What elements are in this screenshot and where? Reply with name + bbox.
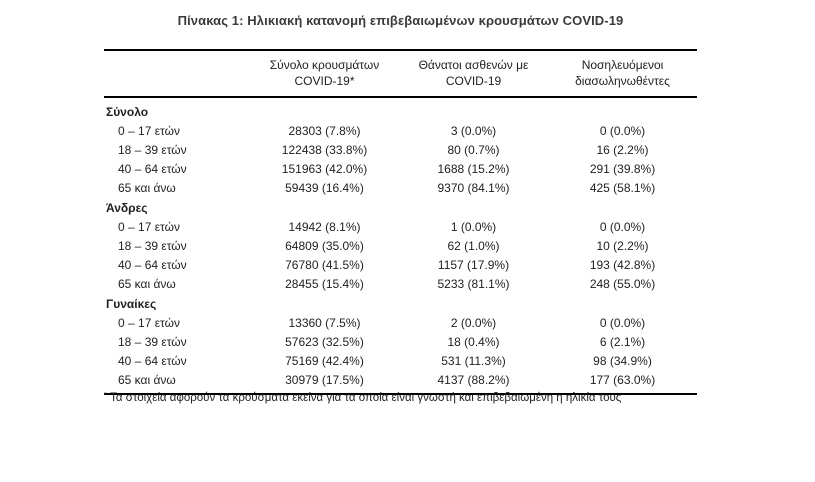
cell-intubated: 6 (2.1%) — [599, 334, 646, 349]
row-label: 18 – 39 ετών — [118, 238, 187, 253]
row-label: 40 – 64 ετών — [118, 257, 187, 272]
cell-total-cases: 14942 (8.1%) — [288, 219, 361, 234]
cell-intubated: 193 (42.8%) — [589, 257, 656, 272]
cell-total-cases: 57623 (32.5%) — [285, 334, 364, 349]
cell-intubated: 425 (58.1%) — [589, 180, 656, 195]
section-label: Σύνολο — [106, 105, 149, 119]
cell-total-cases: 122438 (33.8%) — [281, 142, 368, 157]
cell-total-cases: 28303 (7.8%) — [288, 123, 361, 138]
cell-intubated: 98 (34.9%) — [593, 353, 652, 368]
row-label: 40 – 64 ετών — [118, 353, 187, 368]
cell-total-cases: 59439 (16.4%) — [285, 180, 364, 195]
cell-deaths: 80 (0.7%) — [447, 142, 500, 157]
row-label: 65 και άνω — [118, 180, 176, 195]
header-intubated: Νοσηλευόμενοι διασωληνωθέντες — [548, 57, 697, 89]
cell-deaths: 9370 (84.1%) — [437, 180, 510, 195]
cell-deaths: 2 (0.0%) — [450, 315, 497, 330]
cell-intubated: 10 (2.2%) — [596, 238, 649, 253]
header-total-cases: Σύνολο κρουσμάτων COVID-19* — [250, 57, 399, 89]
cell-intubated: 0 (0.0%) — [599, 219, 646, 234]
section-header-men: Άνδρες — [104, 197, 697, 217]
table-row: 18 – 39 ετών 64809 (35.0%) 62 (1.0%) 10 … — [104, 236, 697, 255]
cell-total-cases: 13360 (7.5%) — [288, 315, 361, 330]
header-deaths-line1: Θάνατοι ασθενών με — [418, 58, 529, 72]
cell-intubated: 291 (39.8%) — [589, 161, 656, 176]
table-row: 40 – 64 ετών 76780 (41.5%) 1157 (17.9%) … — [104, 255, 697, 274]
row-label: 0 – 17 ετών — [118, 219, 180, 234]
cell-total-cases: 28455 (15.4%) — [285, 276, 364, 291]
table-row: 65 και άνω 59439 (16.4%) 9370 (84.1%) 42… — [104, 178, 697, 197]
cell-intubated: 0 (0.0%) — [599, 315, 646, 330]
cell-intubated: 16 (2.2%) — [596, 142, 649, 157]
section-header-total: Σύνολο — [104, 101, 697, 121]
cell-deaths: 62 (1.0%) — [447, 238, 500, 253]
row-label: 18 – 39 ετών — [118, 334, 187, 349]
cell-total-cases: 75169 (42.4%) — [285, 353, 364, 368]
header-total-cases-line2: COVID-19* — [294, 74, 355, 88]
cell-deaths: 3 (0.0%) — [450, 123, 497, 138]
row-label: 65 και άνω — [118, 372, 176, 387]
cell-deaths: 4137 (88.2%) — [437, 372, 510, 387]
table-row: 0 – 17 ετών 14942 (8.1%) 1 (0.0%) 0 (0.0… — [104, 217, 697, 236]
table-row: 65 και άνω 30979 (17.5%) 4137 (88.2%) 17… — [104, 370, 697, 389]
cell-deaths: 1688 (15.2%) — [437, 161, 510, 176]
cell-deaths: 5233 (81.1%) — [437, 276, 510, 291]
cell-total-cases: 64809 (35.0%) — [285, 238, 364, 253]
table-body: Σύνολο 0 – 17 ετών 28303 (7.8%) 3 (0.0%)… — [104, 98, 697, 395]
cell-intubated: 248 (55.0%) — [589, 276, 656, 291]
footnote-text: Τα στοιχεία αφορούν τα κρούσματα εκείνα … — [110, 392, 622, 404]
covid-age-distribution-table: Σύνολο κρουσμάτων COVID-19* Θάνατοι ασθε… — [104, 49, 697, 395]
table-header-row: Σύνολο κρουσμάτων COVID-19* Θάνατοι ασθε… — [104, 49, 697, 98]
cell-deaths: 531 (11.3%) — [441, 353, 506, 368]
table-row: 0 – 17 ετών 28303 (7.8%) 3 (0.0%) 0 (0.0… — [104, 121, 697, 140]
header-intubated-line2: διασωληνωθέντες — [575, 74, 670, 88]
section-header-women: Γυναίκες — [104, 293, 697, 313]
row-label: 18 – 39 ετών — [118, 142, 187, 157]
footnote-asterisk: * — [104, 391, 108, 400]
table-row: 18 – 39 ετών 122438 (33.8%) 80 (0.7%) 16… — [104, 140, 697, 159]
table-row: 65 και άνω 28455 (15.4%) 5233 (81.1%) 24… — [104, 274, 697, 293]
row-label: 0 – 17 ετών — [118, 123, 180, 138]
header-empty-cell — [104, 57, 250, 89]
page-title: Πίνακας 1: Ηλικιακή κατανομή επιβεβαιωμέ… — [177, 13, 624, 28]
row-label: 65 και άνω — [118, 276, 176, 291]
header-total-cases-line1: Σύνολο κρουσμάτων — [269, 58, 380, 72]
cell-total-cases: 30979 (17.5%) — [285, 372, 364, 387]
cell-deaths: 1157 (17.9%) — [437, 257, 510, 272]
row-label: 0 – 17 ετών — [118, 315, 180, 330]
row-label: 40 – 64 ετών — [118, 161, 187, 176]
table-row: 40 – 64 ετών 151963 (42.0%) 1688 (15.2%)… — [104, 159, 697, 178]
cell-total-cases: 151963 (42.0%) — [281, 161, 368, 176]
table-row: 18 – 39 ετών 57623 (32.5%) 18 (0.4%) 6 (… — [104, 332, 697, 351]
cell-intubated: 0 (0.0%) — [599, 123, 646, 138]
section-label: Γυναίκες — [106, 297, 157, 311]
table-row: 0 – 17 ετών 13360 (7.5%) 2 (0.0%) 0 (0.0… — [104, 313, 697, 332]
cell-deaths: 1 (0.0%) — [450, 219, 497, 234]
cell-intubated: 177 (63.0%) — [589, 372, 656, 387]
table-footnote: * Τα στοιχεία αφορούν τα κρούσματα εκείν… — [104, 391, 764, 405]
section-label: Άνδρες — [106, 201, 148, 215]
header-intubated-line1: Νοσηλευόμενοι — [581, 58, 664, 72]
cell-total-cases: 76780 (41.5%) — [285, 257, 364, 272]
header-deaths: Θάνατοι ασθενών με COVID-19 — [399, 57, 548, 89]
header-deaths-line2: COVID-19 — [445, 74, 502, 88]
table-row: 40 – 64 ετών 75169 (42.4%) 531 (11.3%) 9… — [104, 351, 697, 370]
cell-deaths: 18 (0.4%) — [447, 334, 500, 349]
